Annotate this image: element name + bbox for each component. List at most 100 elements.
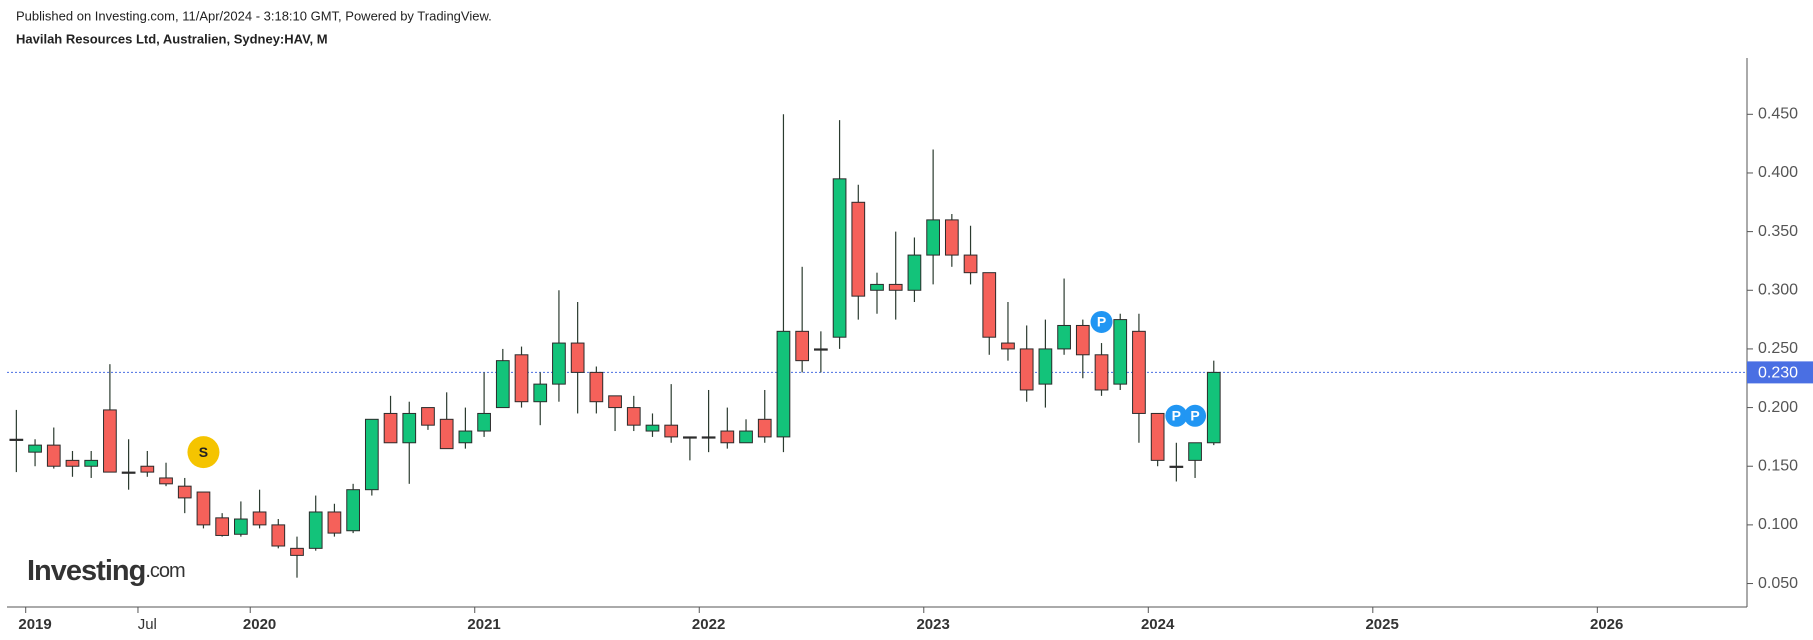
- candle-body: [159, 477, 173, 485]
- candle-body: [1075, 324, 1090, 356]
- y-tick-label: 0.450: [1758, 106, 1798, 123]
- candle-body: [234, 518, 248, 535]
- x-tick-label: 2019: [18, 616, 51, 633]
- candle-body: [552, 342, 566, 385]
- candle-body: [1169, 465, 1184, 468]
- candle-body: [327, 511, 342, 534]
- last-price-label: 0.230: [1758, 365, 1798, 382]
- candle-body: [28, 444, 42, 453]
- candle-body: [1094, 354, 1109, 391]
- x-tick-label: 2026: [1590, 616, 1623, 633]
- candle-body: [982, 272, 997, 338]
- event-marker: [187, 436, 220, 469]
- candle-body: [926, 219, 940, 256]
- logo-brand: Investing: [27, 555, 145, 587]
- candle-body: [701, 436, 716, 439]
- candle-body: [589, 371, 604, 403]
- candle-body: [103, 409, 117, 473]
- logo-suffix: .com: [145, 560, 185, 582]
- candle-body: [944, 219, 959, 256]
- candle-body: [308, 511, 323, 549]
- candle-body: [439, 418, 454, 450]
- candle-body: [814, 348, 828, 351]
- candle-body: [739, 430, 753, 444]
- event-marker: [1165, 404, 1188, 427]
- candle-body: [65, 459, 80, 467]
- x-tick-label: 2023: [916, 616, 949, 633]
- candle-body: [177, 485, 192, 499]
- x-tick-label: 2024: [1141, 616, 1175, 633]
- candle-body: [757, 418, 772, 438]
- candle-body: [252, 511, 267, 526]
- y-tick-label: 0.050: [1758, 575, 1798, 592]
- candle-body: [1038, 348, 1053, 385]
- y-tick-label: 0.250: [1758, 340, 1798, 357]
- y-tick-label: 0.150: [1758, 457, 1798, 474]
- candle-body: [402, 412, 417, 444]
- x-tick-label: 2022: [692, 616, 725, 633]
- candle-body: [9, 438, 24, 441]
- event-marker: [1184, 404, 1207, 427]
- logo: Investing.com: [27, 555, 185, 587]
- candle-body: [963, 254, 978, 274]
- candle-body: [121, 471, 136, 474]
- event-label: P: [1097, 314, 1106, 330]
- candle-body: [870, 283, 884, 291]
- candle-body: [1188, 442, 1202, 461]
- y-tick-label: 0.100: [1758, 516, 1798, 533]
- event-label: S: [199, 444, 208, 460]
- candle-body: [795, 330, 810, 362]
- candle-body: [514, 354, 529, 403]
- candle-body: [1019, 348, 1034, 391]
- candle-body: [290, 547, 304, 556]
- candle-body: [383, 412, 398, 444]
- candle-body: [196, 491, 211, 526]
- candle-body: [271, 524, 286, 547]
- candle-body: [683, 436, 697, 439]
- y-tick-label: 0.300: [1758, 281, 1798, 298]
- candle-body: [851, 201, 866, 297]
- candle-body: [1206, 371, 1221, 444]
- candle-body: [458, 430, 473, 444]
- candle-body: [1057, 324, 1071, 350]
- published-note: Published on Investing.com, 11/Apr/2024 …: [16, 8, 492, 23]
- y-tick-label: 0.400: [1758, 164, 1798, 181]
- event-marker: [1090, 310, 1113, 333]
- candle-body: [608, 395, 622, 409]
- event-label: P: [1190, 407, 1199, 423]
- candle-body: [495, 360, 510, 409]
- candle-body: [421, 407, 435, 426]
- candle-body: [664, 424, 679, 438]
- event-label: P: [1172, 407, 1181, 423]
- candle-body: [720, 430, 735, 444]
- candle-body: [645, 424, 660, 432]
- candle-body: [215, 517, 230, 536]
- candle-body: [46, 444, 61, 467]
- symbol-title: Havilah Resources Ltd, Australien, Sydne…: [16, 31, 328, 46]
- candle-body: [533, 383, 548, 403]
- last-price-box: [1747, 361, 1813, 384]
- candle-body: [1150, 412, 1165, 461]
- x-tick-label: Jul: [138, 616, 157, 633]
- candle-body: [1001, 342, 1015, 350]
- candle-body: [907, 254, 922, 291]
- candle-body: [364, 418, 379, 491]
- y-tick-label: 0.200: [1758, 399, 1798, 416]
- candle-body: [1132, 330, 1146, 414]
- candle-body: [346, 489, 360, 532]
- candle-body: [140, 465, 155, 473]
- candle-body: [570, 342, 585, 373]
- candle-body: [84, 459, 99, 467]
- x-tick-label: 2020: [243, 616, 276, 633]
- y-tick-label: 0.350: [1758, 223, 1798, 240]
- candle-body: [888, 283, 903, 291]
- x-tick-label: 2025: [1365, 616, 1398, 633]
- candle-body: [1113, 319, 1128, 385]
- candle-body: [776, 330, 791, 438]
- candle-body: [626, 407, 641, 426]
- candle-body: [832, 178, 847, 338]
- candle-body: [477, 412, 491, 432]
- x-tick-label: 2021: [467, 616, 500, 633]
